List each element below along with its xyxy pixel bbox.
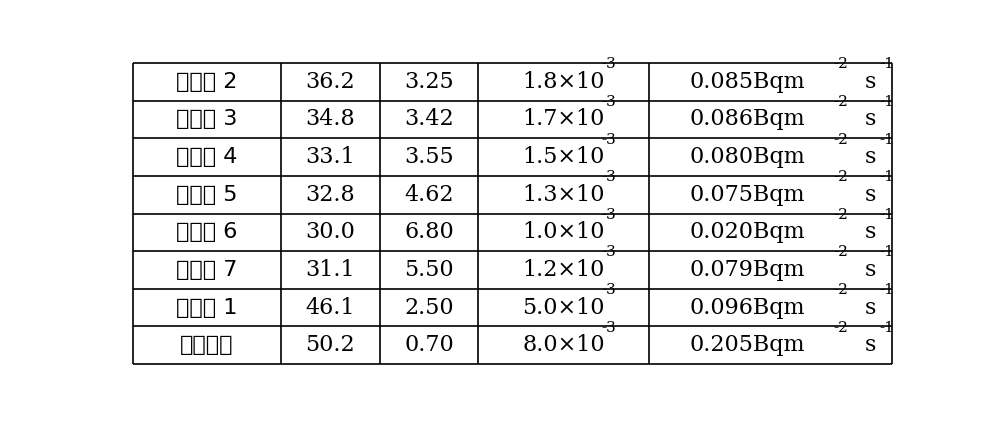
Text: 实施例 2: 实施例 2 [176,72,237,92]
Text: 6.80: 6.80 [404,221,454,243]
Text: -2: -2 [834,95,849,109]
Text: -1: -1 [880,57,895,71]
Text: 2.50: 2.50 [404,297,454,319]
Text: s: s [864,259,876,281]
Text: 31.1: 31.1 [305,259,355,281]
Text: 36.2: 36.2 [305,71,355,93]
Text: -3: -3 [601,57,616,71]
Text: 34.8: 34.8 [305,108,355,130]
Text: 5.50: 5.50 [404,259,454,281]
Text: 实施例 5: 实施例 5 [176,185,238,205]
Text: 0.080Bqm: 0.080Bqm [690,146,805,168]
Text: 实施例 7: 实施例 7 [176,260,237,280]
Text: -3: -3 [601,283,616,297]
Text: -1: -1 [880,170,895,184]
Text: -1: -1 [880,321,895,335]
Text: 5.0×10: 5.0×10 [523,297,605,319]
Text: 32.8: 32.8 [305,184,355,206]
Text: 3.55: 3.55 [404,146,454,168]
Text: 实施例 3: 实施例 3 [176,110,237,129]
Text: 实施例 6: 实施例 6 [176,222,237,242]
Text: 46.1: 46.1 [305,297,355,319]
Text: s: s [864,146,876,168]
Text: 0.075Bqm: 0.075Bqm [690,184,805,206]
Text: s: s [864,71,876,93]
Text: 0.205Bqm: 0.205Bqm [690,334,805,356]
Text: -2: -2 [834,246,849,260]
Text: -3: -3 [601,246,616,260]
Text: -3: -3 [601,132,616,147]
Text: 4.62: 4.62 [404,184,454,206]
Text: -3: -3 [601,208,616,222]
Text: 30.0: 30.0 [305,221,355,243]
Text: -2: -2 [834,208,849,222]
Text: 0.70: 0.70 [404,334,454,356]
Text: 1.3×10: 1.3×10 [523,184,605,206]
Text: 0.086Bqm: 0.086Bqm [690,108,805,130]
Text: -1: -1 [880,132,895,147]
Text: 50.2: 50.2 [305,334,355,356]
Text: 0.096Bqm: 0.096Bqm [690,297,805,319]
Text: -2: -2 [834,170,849,184]
Text: 0.079Bqm: 0.079Bqm [690,259,805,281]
Text: 1.7×10: 1.7×10 [523,108,605,130]
Text: -3: -3 [601,95,616,109]
Text: 1.8×10: 1.8×10 [523,71,605,93]
Text: -1: -1 [880,246,895,260]
Text: 1.5×10: 1.5×10 [523,146,605,168]
Text: s: s [864,334,876,356]
Text: s: s [864,184,876,206]
Text: 实施例 4: 实施例 4 [176,147,237,167]
Text: s: s [864,108,876,130]
Text: -2: -2 [834,321,849,335]
Text: 对比例 1: 对比例 1 [176,297,237,318]
Text: -2: -2 [834,132,849,147]
Text: -1: -1 [880,208,895,222]
Text: -3: -3 [601,321,616,335]
Text: 0.085Bqm: 0.085Bqm [690,71,805,93]
Text: 0.020Bqm: 0.020Bqm [690,221,805,243]
Text: -1: -1 [880,95,895,109]
Text: 含锇土壤: 含锇土壤 [180,335,234,355]
Text: -2: -2 [834,57,849,71]
Text: 1.2×10: 1.2×10 [523,259,605,281]
Text: 33.1: 33.1 [305,146,355,168]
Text: s: s [864,221,876,243]
Text: s: s [864,297,876,319]
Text: 1.0×10: 1.0×10 [523,221,605,243]
Text: 8.0×10: 8.0×10 [522,334,605,356]
Text: -1: -1 [880,283,895,297]
Text: 3.42: 3.42 [404,108,454,130]
Text: -3: -3 [601,170,616,184]
Text: 3.25: 3.25 [404,71,454,93]
Text: -2: -2 [834,283,849,297]
